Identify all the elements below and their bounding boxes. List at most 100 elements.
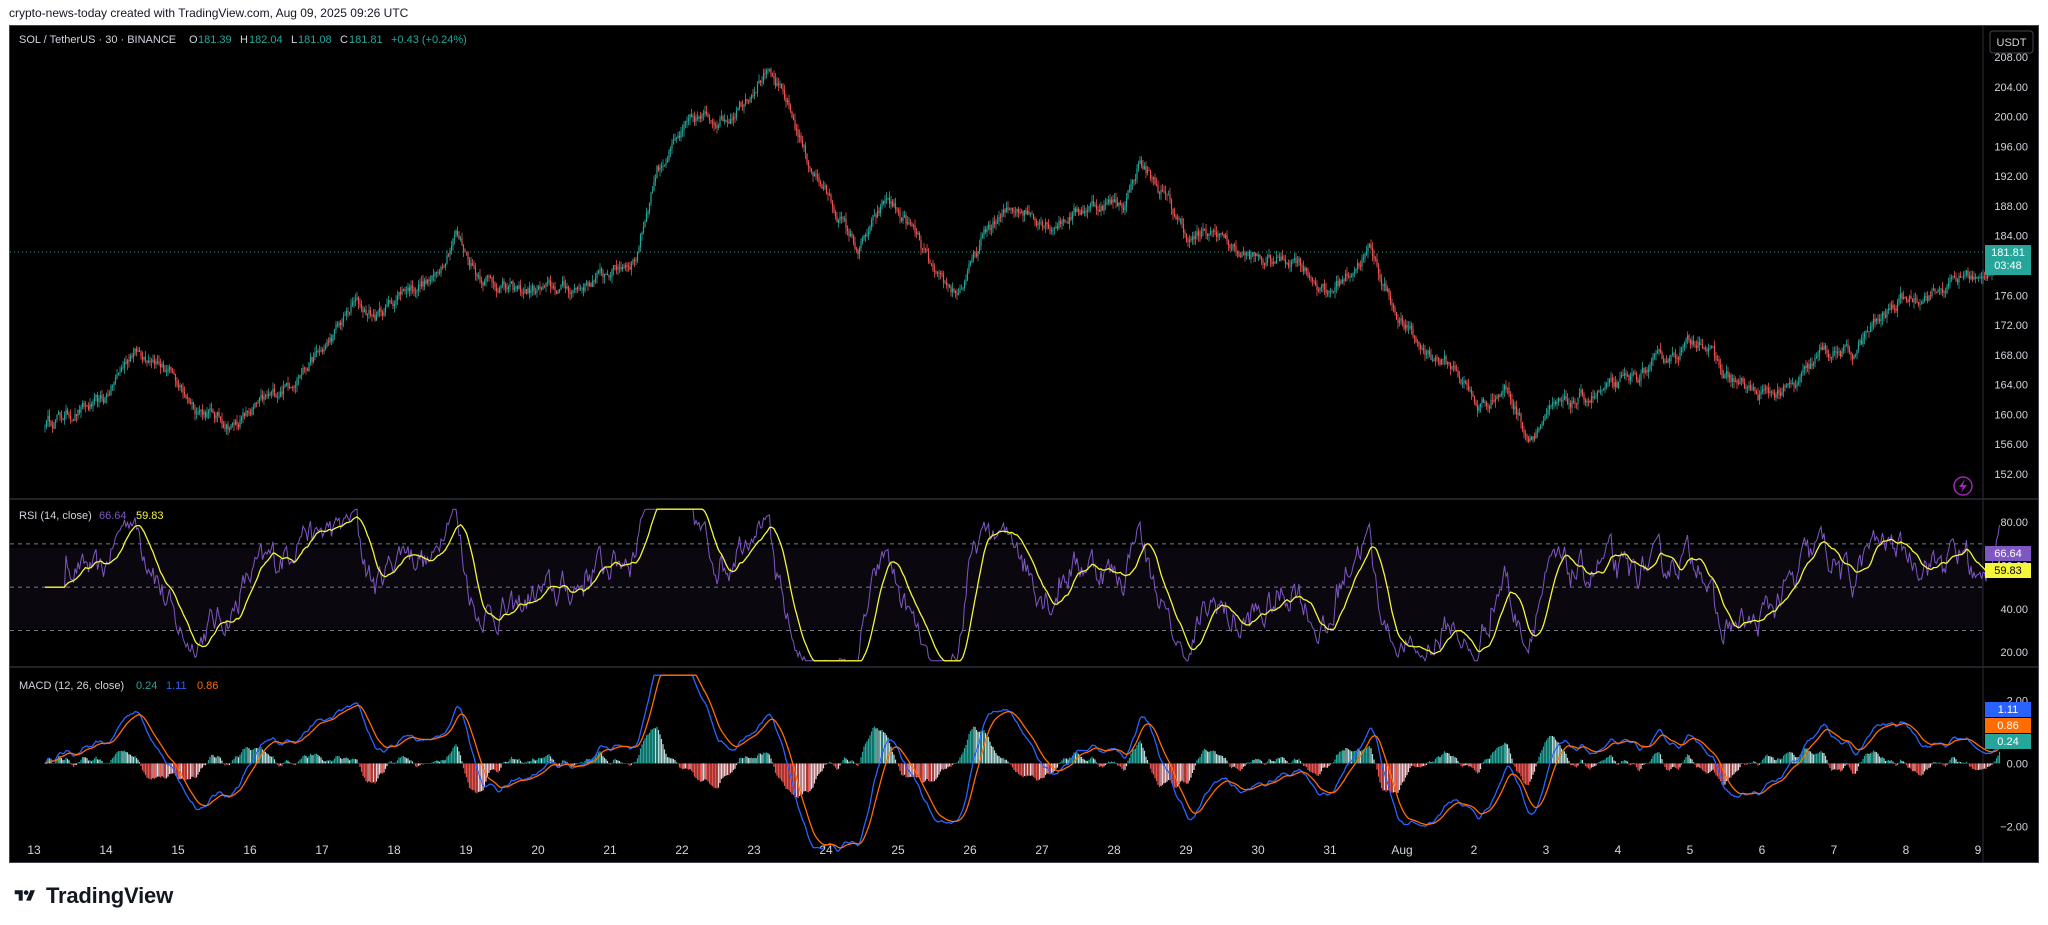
candle-body: [162, 364, 165, 370]
candle: [1140, 156, 1143, 169]
price-tick-label: 152.00: [1994, 469, 2028, 481]
candle-body: [476, 274, 478, 277]
candle-body: [1973, 277, 1975, 280]
last-price-badge: 181.81 03:48: [1985, 245, 2031, 276]
candle-body: [1454, 365, 1456, 370]
macd-histogram-bar: [234, 756, 237, 764]
macd-histogram-bar: [959, 757, 961, 764]
currency-label[interactable]: USDT: [1997, 37, 2027, 49]
chart-area[interactable]: 156.00160.00164.00168.00172.00176.00180.…: [9, 25, 2039, 863]
macd-histogram-bar: [1014, 763, 1017, 772]
candle-body: [1727, 371, 1729, 378]
macd-histogram-bar: [644, 738, 646, 764]
candle-body: [1679, 352, 1681, 360]
macd-histogram-bar: [527, 760, 529, 764]
macd-histogram-bar: [591, 758, 594, 764]
candle: [348, 311, 351, 316]
candle-body: [678, 135, 681, 138]
candle: [1740, 377, 1743, 386]
candle: [1442, 359, 1444, 366]
candle-body: [1148, 170, 1150, 172]
candle: [293, 384, 295, 393]
candle-body: [684, 121, 687, 125]
macd-histogram-bar: [1101, 763, 1104, 768]
candle: [405, 285, 408, 298]
candle: [327, 337, 330, 346]
candle-body: [1676, 357, 1678, 359]
candle-body: [348, 311, 351, 313]
candle: [1311, 277, 1314, 287]
macd-histogram-bar: [407, 758, 409, 764]
macd-histogram-bar: [356, 759, 358, 764]
candle-body: [71, 419, 73, 421]
candle-body: [1983, 276, 1986, 278]
macd-histogram-bar: [1415, 763, 1417, 768]
macd-histogram-bar: [579, 762, 582, 764]
candle-body: [563, 281, 565, 286]
candle: [945, 277, 948, 289]
candle: [1913, 293, 1915, 309]
candle-body: [1275, 257, 1278, 264]
candle-body: [1982, 276, 1984, 279]
candle: [365, 305, 367, 316]
macd-histogram-bar: [492, 763, 495, 770]
candle-body: [1713, 347, 1716, 356]
candle-body: [695, 117, 697, 122]
candle: [636, 251, 639, 264]
candle: [209, 403, 211, 418]
macd-histogram-bar: [1376, 763, 1378, 770]
candle: [1236, 250, 1239, 258]
candle: [963, 279, 966, 291]
candle-body: [728, 121, 730, 124]
candle: [285, 382, 288, 387]
candle-body: [882, 201, 885, 204]
candle-body: [1452, 365, 1455, 367]
candle: [1073, 203, 1075, 217]
macd-histogram-bar: [797, 763, 799, 799]
macd-histogram-bar: [182, 763, 184, 780]
macd-histogram-bar: [258, 747, 261, 764]
candle: [1830, 356, 1833, 364]
lightning-icon[interactable]: [1953, 476, 1973, 496]
candle-body: [869, 226, 871, 232]
macd-histogram-bar: [311, 755, 313, 764]
candle: [1601, 389, 1603, 396]
candle-body: [1502, 390, 1504, 395]
candle: [1452, 360, 1455, 372]
macd-histogram-bar: [114, 754, 117, 764]
candle-body: [357, 297, 360, 305]
candle: [1182, 218, 1185, 239]
currency-button[interactable]: USDT: [1989, 30, 2034, 54]
macd-histogram-bar: [1577, 763, 1579, 766]
candle-body: [1130, 183, 1132, 192]
macd-histogram-bar: [1233, 763, 1236, 767]
candle-body: [1632, 372, 1635, 374]
candle-body: [1910, 295, 1912, 300]
low-value: 181.08: [298, 34, 332, 46]
candle-body: [65, 409, 67, 416]
macd-histogram-bar: [416, 763, 418, 768]
candle: [1448, 361, 1450, 366]
candle-body: [365, 309, 367, 316]
candle: [56, 414, 58, 423]
candle: [579, 284, 582, 292]
chart-svg[interactable]: 156.00160.00164.00168.00172.00176.00180.…: [10, 26, 2039, 863]
macd-histogram-bar: [839, 763, 841, 766]
candle-body: [236, 421, 238, 425]
candle: [1922, 298, 1924, 305]
candle: [308, 362, 310, 373]
macd-histogram-bar: [161, 763, 163, 777]
candle: [1688, 333, 1690, 343]
candle: [1253, 251, 1255, 263]
candle: [86, 404, 88, 407]
candle: [257, 399, 259, 404]
macd-histogram-bar: [675, 762, 678, 764]
macd-histogram-bar: [336, 756, 339, 764]
candle: [1248, 249, 1251, 260]
candlestick-series[interactable]: [44, 67, 2001, 444]
candle-body: [1020, 211, 1023, 214]
candle-body: [371, 315, 373, 317]
macd-histogram-bar: [837, 763, 840, 769]
macd-histogram-bar: [816, 763, 819, 776]
